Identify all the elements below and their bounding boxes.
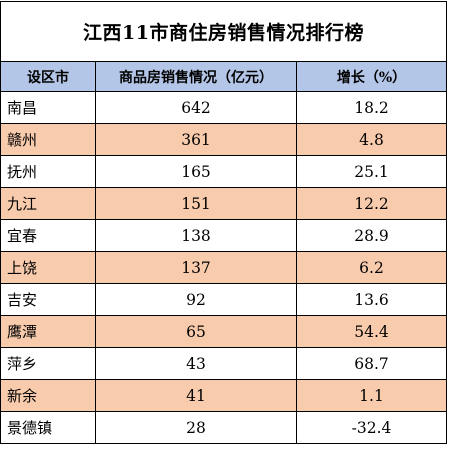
city-cell[interactable]: 宜春 xyxy=(0,219,96,252)
city-cell[interactable]: 九江 xyxy=(0,187,96,220)
growth-cell[interactable]: 4.8 xyxy=(296,123,447,156)
header-cell-city[interactable]: 设区市 xyxy=(0,61,96,92)
table-row: 新余 41 1.1 xyxy=(0,379,447,412)
sales-cell[interactable]: 165 xyxy=(95,155,297,188)
table-row: 南昌 642 18.2 xyxy=(0,91,447,124)
sales-cell[interactable]: 28 xyxy=(95,411,297,444)
sales-cell[interactable]: 92 xyxy=(95,283,297,316)
growth-cell[interactable]: 68.7 xyxy=(296,347,447,380)
table-row: 萍乡 43 68.7 xyxy=(0,347,447,380)
growth-cell[interactable]: 1.1 xyxy=(296,379,447,412)
growth-cell[interactable]: 13.6 xyxy=(296,283,447,316)
city-cell[interactable]: 景德镇 xyxy=(0,411,96,444)
table-row: 吉安 92 13.6 xyxy=(0,283,447,316)
table-row: 九江 151 12.2 xyxy=(0,187,447,220)
table-row: 鹰潭 65 54.4 xyxy=(0,315,447,348)
city-cell[interactable]: 上饶 xyxy=(0,251,96,284)
header-cell-growth[interactable]: 增长（%） xyxy=(296,61,447,92)
header-cell-sales[interactable]: 商品房销售情况（亿元） xyxy=(95,61,297,92)
table-title[interactable]: 江西11市商住房销售情况排行榜 xyxy=(0,1,447,62)
sales-cell[interactable]: 41 xyxy=(95,379,297,412)
city-cell[interactable]: 鹰潭 xyxy=(0,315,96,348)
city-cell[interactable]: 抚州 xyxy=(0,155,96,188)
sales-cell[interactable]: 43 xyxy=(95,347,297,380)
ranking-table: 江西11市商住房销售情况排行榜 设区市 商品房销售情况（亿元） 增长（%） 南昌… xyxy=(0,1,447,444)
growth-cell[interactable]: -32.4 xyxy=(296,411,447,444)
title-row: 江西11市商住房销售情况排行榜 xyxy=(0,1,447,62)
sales-cell[interactable]: 361 xyxy=(95,123,297,156)
sales-cell[interactable]: 151 xyxy=(95,187,297,220)
growth-cell[interactable]: 12.2 xyxy=(296,187,447,220)
table-row: 赣州 361 4.8 xyxy=(0,123,447,156)
city-cell[interactable]: 新余 xyxy=(0,379,96,412)
header-row: 设区市 商品房销售情况（亿元） 增长（%） xyxy=(0,61,447,92)
table-row: 宜春 138 28.9 xyxy=(0,219,447,252)
growth-cell[interactable]: 54.4 xyxy=(296,315,447,348)
growth-cell[interactable]: 28.9 xyxy=(296,219,447,252)
sales-cell[interactable]: 65 xyxy=(95,315,297,348)
growth-cell[interactable]: 25.1 xyxy=(296,155,447,188)
city-cell[interactable]: 赣州 xyxy=(0,123,96,156)
table-row: 景德镇 28 -32.4 xyxy=(0,411,447,444)
city-cell[interactable]: 吉安 xyxy=(0,283,96,316)
sales-cell[interactable]: 138 xyxy=(95,219,297,252)
table-row: 抚州 165 25.1 xyxy=(0,155,447,188)
city-cell[interactable]: 萍乡 xyxy=(0,347,96,380)
table-row: 上饶 137 6.2 xyxy=(0,251,447,284)
growth-cell[interactable]: 18.2 xyxy=(296,91,447,124)
growth-cell[interactable]: 6.2 xyxy=(296,251,447,284)
sales-cell[interactable]: 642 xyxy=(95,91,297,124)
city-cell[interactable]: 南昌 xyxy=(0,91,96,124)
sales-cell[interactable]: 137 xyxy=(95,251,297,284)
